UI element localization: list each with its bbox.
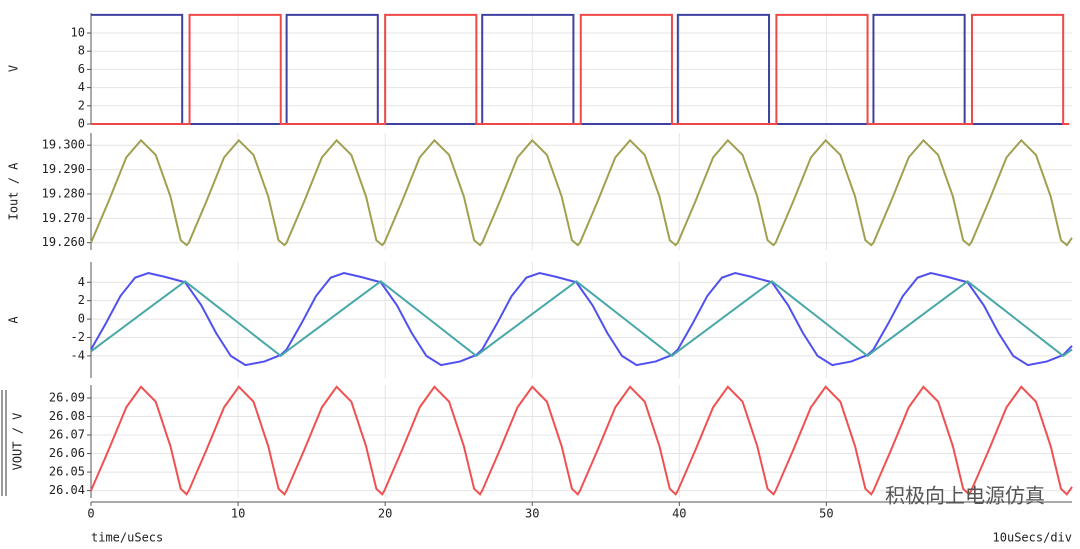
- x-tick-label: 30: [525, 507, 539, 521]
- y-tick-label: 19.260: [42, 235, 85, 249]
- y-tick-label: 19.300: [42, 138, 85, 152]
- series-line: [90, 272, 1073, 367]
- y-tick-label: 2: [78, 98, 85, 112]
- x-tick-label: 50: [819, 507, 833, 521]
- y-tick-label: 4: [78, 80, 85, 94]
- y-axis-title: V: [7, 65, 21, 72]
- x-tick-label: 20: [378, 507, 392, 521]
- series-line: [90, 280, 1073, 358]
- x-tick-label: 10: [231, 507, 245, 521]
- y-tick-label: 10: [71, 26, 85, 40]
- y-tick-label: 19.280: [42, 186, 85, 200]
- y-axis-title: Iout / A: [7, 162, 21, 221]
- y-tick-label: 26.04: [49, 483, 85, 497]
- y-tick-label: 26.09: [49, 390, 85, 404]
- x-division: 10uSecs/div: [993, 531, 1072, 545]
- y-tick-label: 4: [78, 275, 85, 289]
- y-axis-title: A: [7, 316, 21, 324]
- x-tick-label: 0: [87, 507, 94, 521]
- series-line: [90, 385, 1073, 496]
- y-tick-label: 26.08: [49, 409, 85, 423]
- y-tick-label: 0: [78, 312, 85, 326]
- y-tick-label: 19.290: [42, 162, 85, 176]
- y-axis-title: VOUT / V: [11, 413, 25, 471]
- y-tick-label: 26.07: [49, 428, 85, 442]
- y-tick-label: 2: [78, 293, 85, 307]
- series-line: [91, 13, 1070, 125]
- x-axis-title: time/uSecs: [91, 531, 163, 545]
- watermark: 积极向上电源仿真: [885, 484, 1045, 508]
- y-tick-label: 19.270: [42, 211, 85, 225]
- y-tick-label: 8: [78, 44, 85, 58]
- series-line: [90, 138, 1073, 247]
- y-tick-label: 0: [78, 117, 85, 131]
- y-tick-label: 26.06: [49, 446, 85, 460]
- y-tick-label: 26.05: [49, 465, 85, 479]
- y-tick-label: -2: [71, 330, 85, 344]
- y-tick-label: -4: [71, 348, 85, 362]
- y-tick-label: 6: [78, 62, 85, 76]
- x-tick-label: 40: [672, 507, 686, 521]
